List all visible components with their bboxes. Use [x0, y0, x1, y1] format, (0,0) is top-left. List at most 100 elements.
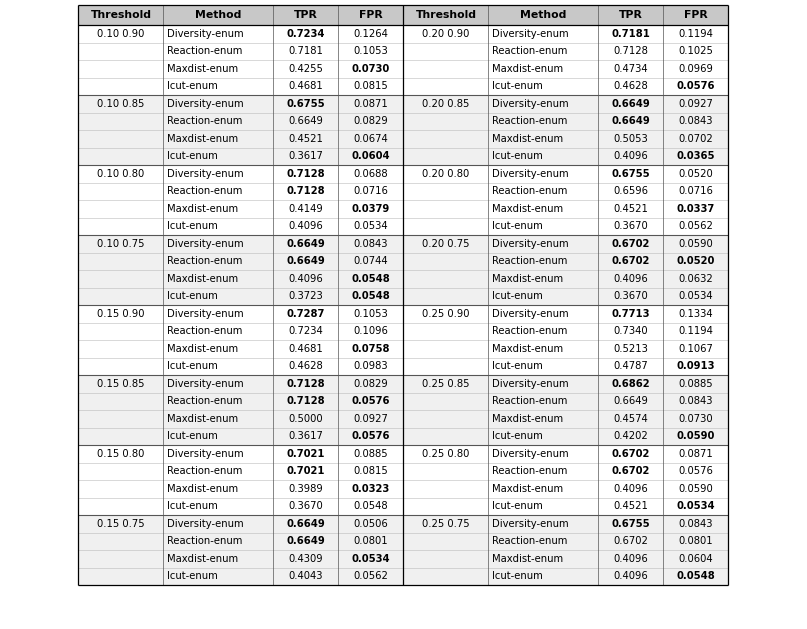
Bar: [78, 480, 729, 498]
Text: 0.7128: 0.7128: [286, 379, 325, 389]
Text: 0.15 0.90: 0.15 0.90: [98, 309, 144, 319]
Text: 0.0576: 0.0576: [352, 431, 391, 442]
Text: 0.10 0.80: 0.10 0.80: [98, 169, 144, 179]
Text: 0.4574: 0.4574: [613, 414, 648, 424]
Text: Reaction-enum: Reaction-enum: [168, 396, 243, 406]
Text: 0.0744: 0.0744: [353, 256, 388, 266]
Text: 0.0562: 0.0562: [353, 571, 388, 581]
Text: Diversity-enum: Diversity-enum: [168, 169, 245, 179]
Text: 0.3670: 0.3670: [289, 501, 324, 511]
Text: Reaction-enum: Reaction-enum: [168, 116, 243, 126]
Text: 0.7021: 0.7021: [286, 466, 325, 476]
Text: Reaction-enum: Reaction-enum: [492, 186, 568, 196]
Bar: [78, 533, 729, 550]
Text: Reaction-enum: Reaction-enum: [492, 466, 568, 476]
Text: 0.5213: 0.5213: [613, 344, 649, 353]
Text: 0.4096: 0.4096: [289, 221, 324, 231]
Text: 0.6649: 0.6649: [286, 537, 325, 546]
Text: Reaction-enum: Reaction-enum: [168, 47, 243, 56]
Text: 0.3723: 0.3723: [289, 291, 324, 301]
Text: 0.0548: 0.0548: [676, 571, 715, 581]
Bar: [78, 252, 729, 270]
Text: 0.4521: 0.4521: [289, 134, 324, 144]
Text: Diversity-enum: Diversity-enum: [492, 239, 569, 248]
Bar: [78, 60, 729, 77]
Text: 0.0576: 0.0576: [677, 81, 715, 91]
Text: Reaction-enum: Reaction-enum: [492, 396, 568, 406]
Text: 0.0815: 0.0815: [353, 81, 388, 91]
Text: 0.4309: 0.4309: [289, 554, 324, 564]
Text: 0.4681: 0.4681: [289, 81, 324, 91]
Text: 0.0927: 0.0927: [679, 99, 713, 109]
Text: 0.6755: 0.6755: [612, 519, 650, 529]
Text: 0.0590: 0.0590: [677, 431, 715, 442]
Text: 0.20 0.85: 0.20 0.85: [422, 99, 470, 109]
Text: 0.0604: 0.0604: [679, 554, 713, 564]
Text: 0.5000: 0.5000: [289, 414, 324, 424]
Text: 0.6649: 0.6649: [612, 116, 650, 126]
Text: 0.3617: 0.3617: [289, 431, 324, 442]
Text: 0.7128: 0.7128: [286, 396, 325, 406]
Text: 0.6649: 0.6649: [289, 116, 324, 126]
Text: 0.1025: 0.1025: [679, 47, 713, 56]
Bar: [78, 25, 729, 43]
Text: 0.0337: 0.0337: [677, 204, 715, 214]
Text: 0.0843: 0.0843: [679, 519, 713, 529]
Bar: [78, 375, 729, 392]
Text: 0.4521: 0.4521: [613, 204, 649, 214]
Text: 0.3989: 0.3989: [289, 484, 324, 494]
Text: 0.0871: 0.0871: [679, 448, 713, 459]
Text: Diversity-enum: Diversity-enum: [168, 99, 245, 109]
Text: 0.1053: 0.1053: [353, 309, 388, 319]
Text: 0.6702: 0.6702: [613, 537, 649, 546]
Text: 0.25 0.75: 0.25 0.75: [422, 519, 470, 529]
Text: 0.1067: 0.1067: [679, 344, 713, 353]
Text: 0.25 0.90: 0.25 0.90: [422, 309, 470, 319]
Text: 0.20 0.75: 0.20 0.75: [422, 239, 470, 248]
Text: Diversity-enum: Diversity-enum: [492, 29, 569, 39]
Text: 0.4096: 0.4096: [613, 571, 648, 581]
Text: Icut-enum: Icut-enum: [168, 81, 218, 91]
Text: 0.0590: 0.0590: [679, 484, 713, 494]
Text: 0.0534: 0.0534: [677, 501, 715, 511]
Text: 0.0758: 0.0758: [352, 344, 391, 353]
Text: 0.15 0.80: 0.15 0.80: [98, 448, 144, 459]
Text: Diversity-enum: Diversity-enum: [168, 309, 245, 319]
Text: 0.0885: 0.0885: [353, 448, 388, 459]
Bar: [78, 200, 729, 218]
Text: FPR: FPR: [359, 10, 383, 20]
Bar: [78, 550, 729, 567]
Text: Diversity-enum: Diversity-enum: [492, 519, 569, 529]
Bar: [78, 357, 729, 375]
Text: 0.4734: 0.4734: [613, 64, 648, 74]
Text: Maxdist-enum: Maxdist-enum: [168, 204, 239, 214]
Text: 0.6702: 0.6702: [612, 256, 650, 266]
Text: Diversity-enum: Diversity-enum: [492, 99, 569, 109]
Text: Maxdist-enum: Maxdist-enum: [168, 414, 239, 424]
Text: 0.4681: 0.4681: [289, 344, 324, 353]
Text: 0.6755: 0.6755: [612, 169, 650, 179]
Bar: [78, 428, 729, 445]
Text: 0.6649: 0.6649: [286, 239, 325, 248]
Text: Threshold: Threshold: [416, 10, 476, 20]
Text: 0.6649: 0.6649: [286, 256, 325, 266]
Text: 0.0815: 0.0815: [353, 466, 388, 476]
Text: 0.20 0.90: 0.20 0.90: [422, 29, 470, 39]
Text: 0.0576: 0.0576: [679, 466, 713, 476]
Text: 0.0576: 0.0576: [352, 396, 391, 406]
Text: 0.3670: 0.3670: [613, 291, 648, 301]
Bar: [78, 43, 729, 60]
Text: 0.0548: 0.0548: [352, 274, 391, 284]
Text: Diversity-enum: Diversity-enum: [168, 239, 245, 248]
Text: Maxdist-enum: Maxdist-enum: [492, 64, 563, 74]
Text: Diversity-enum: Diversity-enum: [492, 169, 569, 179]
Text: Reaction-enum: Reaction-enum: [168, 256, 243, 266]
Text: 0.1334: 0.1334: [679, 309, 713, 319]
Text: Reaction-enum: Reaction-enum: [492, 326, 568, 337]
Bar: [78, 340, 729, 357]
Bar: [78, 165, 729, 182]
Text: 0.0548: 0.0548: [352, 291, 391, 301]
Text: 0.0562: 0.0562: [679, 221, 713, 231]
Text: 0.4096: 0.4096: [613, 484, 648, 494]
Text: Maxdist-enum: Maxdist-enum: [168, 344, 239, 353]
